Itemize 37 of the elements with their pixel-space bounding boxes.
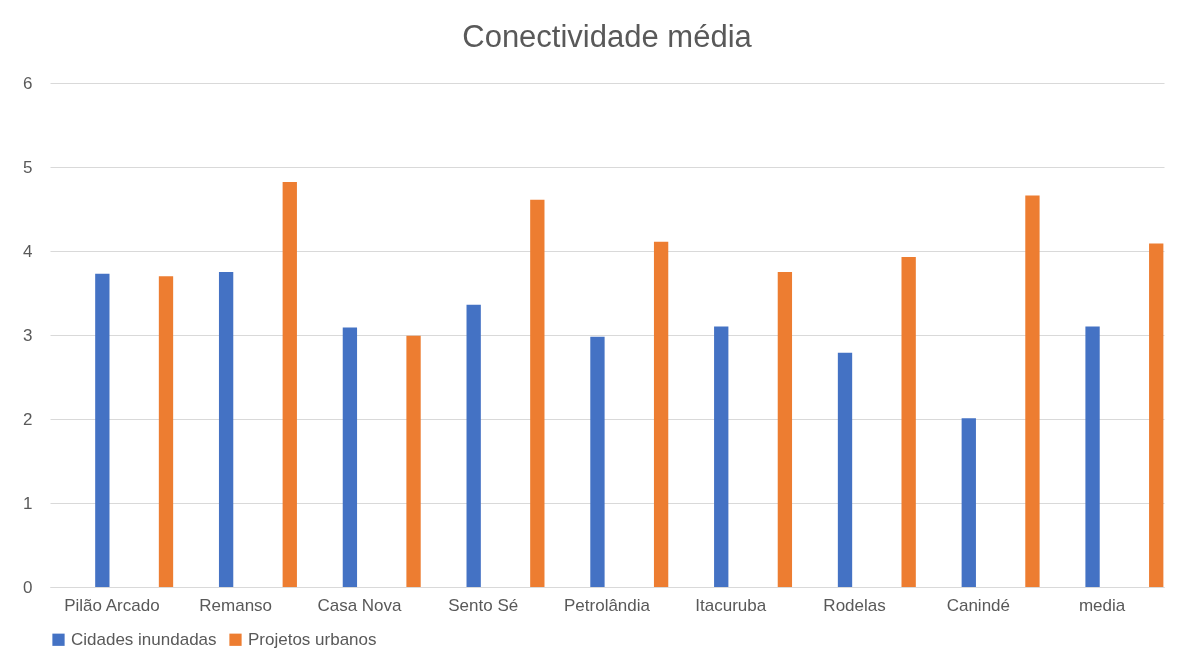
legend-label: Cidades inundadas — [71, 629, 217, 649]
y-tick-label: 1 — [23, 493, 33, 513]
y-tick-label: 0 — [23, 577, 33, 597]
bar — [590, 336, 605, 587]
chart-title: Conectividade média — [462, 19, 753, 54]
x-tick-label: Itacuruba — [695, 595, 767, 615]
bar — [1025, 195, 1040, 587]
bar — [218, 272, 234, 587]
legend-label: Projetos urbanos — [248, 629, 377, 649]
y-tick-label: 4 — [23, 241, 33, 261]
bar — [158, 276, 174, 587]
x-tick-label: Petrolândia — [563, 595, 651, 615]
x-tick-label: Pilão Arcado — [64, 595, 160, 615]
y-tick-label: 5 — [23, 157, 33, 177]
bar — [1085, 326, 1100, 587]
bar — [961, 418, 976, 587]
x-tick-label: Casa Nova — [317, 595, 403, 615]
bar — [653, 241, 669, 587]
bar — [530, 199, 545, 587]
bar — [1149, 243, 1164, 587]
bar — [777, 272, 793, 587]
bar — [714, 326, 729, 587]
bar — [901, 256, 916, 587]
y-tick-label: 3 — [23, 325, 33, 345]
bar — [406, 335, 421, 587]
y-tick-label: 2 — [23, 409, 33, 429]
bar — [282, 182, 297, 587]
bar — [837, 352, 853, 587]
y-tick-label: 6 — [23, 73, 33, 93]
x-tick-label: Remanso — [199, 595, 273, 615]
bar — [95, 273, 110, 587]
x-tick-label: media — [1078, 595, 1126, 615]
x-tick-label: Canindé — [946, 595, 1010, 615]
bar — [466, 304, 481, 587]
x-tick-label: Rodelas — [823, 595, 886, 615]
bar — [342, 327, 358, 587]
x-tick-label: Sento Sé — [448, 595, 519, 615]
